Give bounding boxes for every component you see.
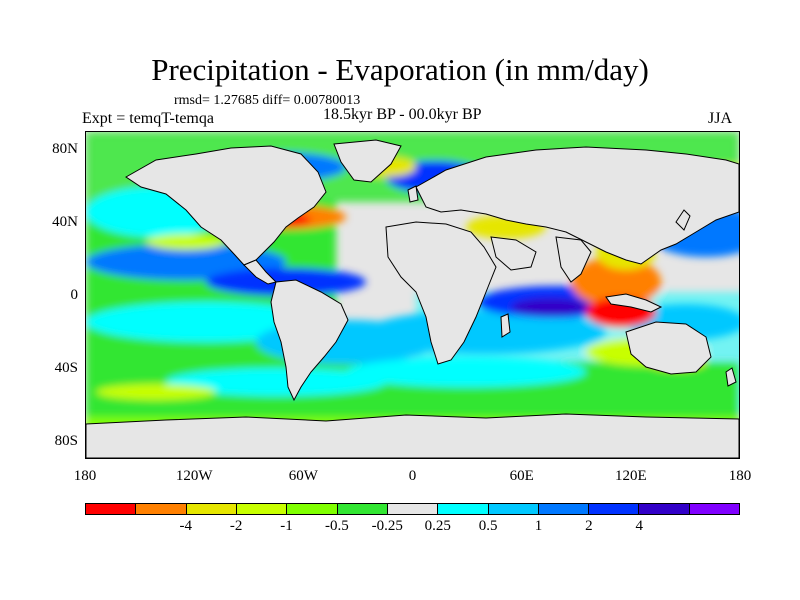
north-america	[125, 145, 327, 266]
lon-tick-label: 60W	[288, 468, 318, 484]
arabia	[490, 236, 537, 271]
lon-tick-label: 60E	[509, 468, 534, 484]
lon-tick-label: 0	[408, 468, 417, 484]
eurasia	[415, 146, 739, 265]
antarctica	[86, 413, 739, 458]
india	[555, 236, 592, 283]
map-plot-area	[85, 131, 740, 459]
lat-tick-label: 80S	[54, 432, 78, 449]
colorbar-tick-label: 1	[534, 518, 543, 534]
colorbar-box	[387, 504, 439, 514]
lat-tick-label: 40S	[54, 359, 78, 376]
colorbar-tick-label: 4	[635, 518, 643, 534]
map-canvas	[86, 132, 739, 458]
colorbar	[85, 503, 740, 515]
colorbar-box	[589, 504, 640, 514]
season-label: JJA	[708, 110, 733, 127]
lat-tick-label: 40N	[52, 214, 78, 231]
lat-tick-label: 80N	[52, 141, 78, 158]
colorbar-box	[136, 504, 187, 514]
madagascar	[500, 313, 511, 338]
period-label: 18.5kyr BP - 00.0kyr BP	[323, 106, 482, 123]
new-zealand	[725, 367, 737, 387]
lon-tick-label: 120E	[614, 468, 647, 484]
south-america	[270, 279, 349, 402]
indonesia	[605, 293, 663, 313]
continents	[86, 139, 739, 458]
lon-tick-label: 180	[728, 468, 752, 484]
colorbar-tick-label: -2	[229, 518, 243, 534]
lat-tick-label: 0	[70, 287, 79, 303]
australia	[625, 321, 712, 375]
colorbar-tick-label: -4	[179, 518, 193, 534]
colorbar-box	[538, 504, 590, 514]
africa	[385, 221, 497, 365]
colorbar-tick-label: 0.5	[478, 518, 498, 534]
uk	[407, 185, 419, 203]
colorbar-box	[86, 504, 137, 514]
map-title: Precipitation - Evaporation (in mm/day)	[151, 52, 649, 87]
experiment-label: Expt = temqT-temqa	[82, 110, 214, 127]
colorbar-tick-label: 0.25	[424, 518, 451, 534]
lon-tick-label: 120W	[175, 468, 213, 484]
colorbar-box	[337, 504, 388, 514]
colorbar-box	[639, 504, 690, 514]
colorbar-box	[236, 504, 288, 514]
colorbar-tick-label: 2	[585, 518, 593, 534]
colorbar-box	[488, 504, 539, 514]
stats-label: rmsd= 1.27685 diff= 0.00780013	[174, 93, 361, 108]
japan	[675, 209, 691, 231]
lon-tick-label: 180	[73, 468, 97, 484]
colorbar-box	[438, 504, 489, 514]
colorbar-tick-label: -0.25	[371, 518, 403, 534]
colorbar-tick-label: -1	[280, 518, 293, 534]
colorbar-box	[287, 504, 338, 514]
greenland	[333, 139, 402, 183]
colorbar-box	[689, 504, 740, 514]
colorbar-tick-label: -0.5	[325, 518, 349, 534]
colorbar-box	[186, 504, 237, 514]
